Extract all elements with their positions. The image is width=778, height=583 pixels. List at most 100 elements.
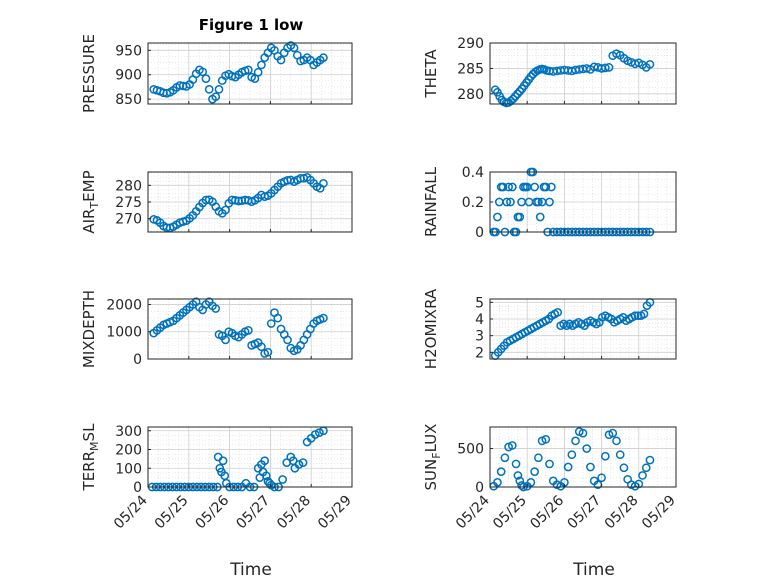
data-point [639, 309, 649, 319]
data-point [567, 450, 577, 460]
data-point [553, 307, 563, 317]
y-tick-label: 200 [115, 443, 142, 459]
y-tick-label: 280 [115, 178, 142, 194]
y-tick-label: 2000 [106, 297, 142, 313]
data-point [273, 313, 283, 323]
data-point [266, 319, 276, 328]
data-point [504, 182, 513, 192]
data-point [506, 197, 515, 207]
data-point [211, 304, 221, 313]
data-point [534, 197, 543, 207]
data-point [578, 428, 588, 438]
y-axis-label: AIRTEMP [80, 170, 101, 233]
data-point [260, 456, 270, 466]
data-point [244, 326, 253, 335]
data-point [201, 74, 211, 83]
data-point [214, 85, 224, 94]
y-axis-label: SUNFLUX [422, 424, 443, 491]
y-axis-label: H2OMIXRA [422, 288, 440, 369]
axes-box [489, 298, 677, 360]
data-point [515, 476, 525, 486]
data-point [634, 479, 644, 489]
data-point [513, 89, 522, 99]
y-tick-label: 950 [115, 43, 142, 59]
data-point [276, 55, 286, 65]
axes-box [147, 426, 353, 488]
axes-box [489, 42, 677, 105]
data-point [563, 462, 573, 472]
x-axis-label-right: Time [572, 560, 615, 580]
y-tick-label: 290 [457, 36, 484, 52]
data-point [506, 96, 516, 106]
y-tick-label: 1000 [106, 325, 142, 341]
data-point [257, 60, 266, 70]
y-tick-label: 0 [133, 352, 142, 368]
data-point [496, 467, 506, 476]
y-tick-label: 900 [115, 68, 142, 84]
data-point [310, 430, 320, 439]
data-point [253, 67, 263, 77]
data-point [597, 473, 606, 483]
data-point [498, 182, 508, 192]
data-point [541, 434, 551, 444]
y-axis-label: RAINFALL [422, 166, 440, 237]
y-tick-label: 280 [457, 87, 484, 103]
y-tick-label: 500 [457, 442, 484, 458]
data-point [515, 212, 525, 222]
data-point [534, 453, 543, 463]
y-axis-label: TERRMSL [80, 423, 101, 492]
data-point [571, 436, 580, 446]
data-point [500, 453, 510, 463]
data-point [612, 436, 621, 446]
data-point [507, 441, 517, 450]
data-point [545, 197, 554, 207]
data-point [586, 462, 595, 472]
y-tick-label: 0 [133, 480, 142, 496]
y-tick-label: 100 [115, 461, 142, 477]
data-point [261, 471, 271, 481]
data-point [319, 53, 328, 62]
data-point [517, 481, 526, 490]
data-point [493, 212, 502, 222]
data-point [507, 182, 517, 192]
y-tick-label: 4 [475, 312, 484, 328]
axes-box [489, 426, 677, 488]
data-point [645, 455, 655, 465]
data-point [493, 478, 502, 487]
data-point [278, 475, 287, 484]
data-point [211, 92, 221, 102]
data-point [515, 86, 525, 96]
data-point [263, 347, 273, 357]
y-axis-label: THETA [422, 49, 440, 99]
y-tick-label: 2 [475, 345, 484, 361]
data-point [630, 311, 640, 321]
data-point [645, 60, 655, 69]
y-tick-label: 3 [475, 329, 484, 345]
data-point [511, 459, 521, 469]
data-point [513, 471, 523, 480]
data-point [526, 72, 536, 81]
data-point [490, 85, 500, 95]
data-point [638, 471, 647, 480]
y-tick-label: 285 [457, 61, 484, 77]
y-tick-label: 270 [115, 212, 142, 228]
data-point [221, 205, 230, 215]
data-point [294, 460, 304, 469]
data-point [535, 212, 545, 222]
y-axis-label: MIXDEPTH [80, 290, 98, 368]
y-tick-label: 5 [475, 295, 484, 311]
data-point [221, 335, 230, 345]
data-point [218, 456, 228, 466]
subplot-1: 850 900 950 PRESSURE [80, 34, 353, 113]
data-point [633, 311, 643, 321]
data-point [582, 444, 592, 453]
data-point [298, 458, 308, 467]
y-tick-label: 0.4 [462, 165, 484, 181]
data-point [508, 94, 518, 104]
data-point [547, 182, 556, 192]
data-point [600, 63, 610, 73]
data-point [244, 65, 253, 75]
data-point [530, 467, 539, 476]
